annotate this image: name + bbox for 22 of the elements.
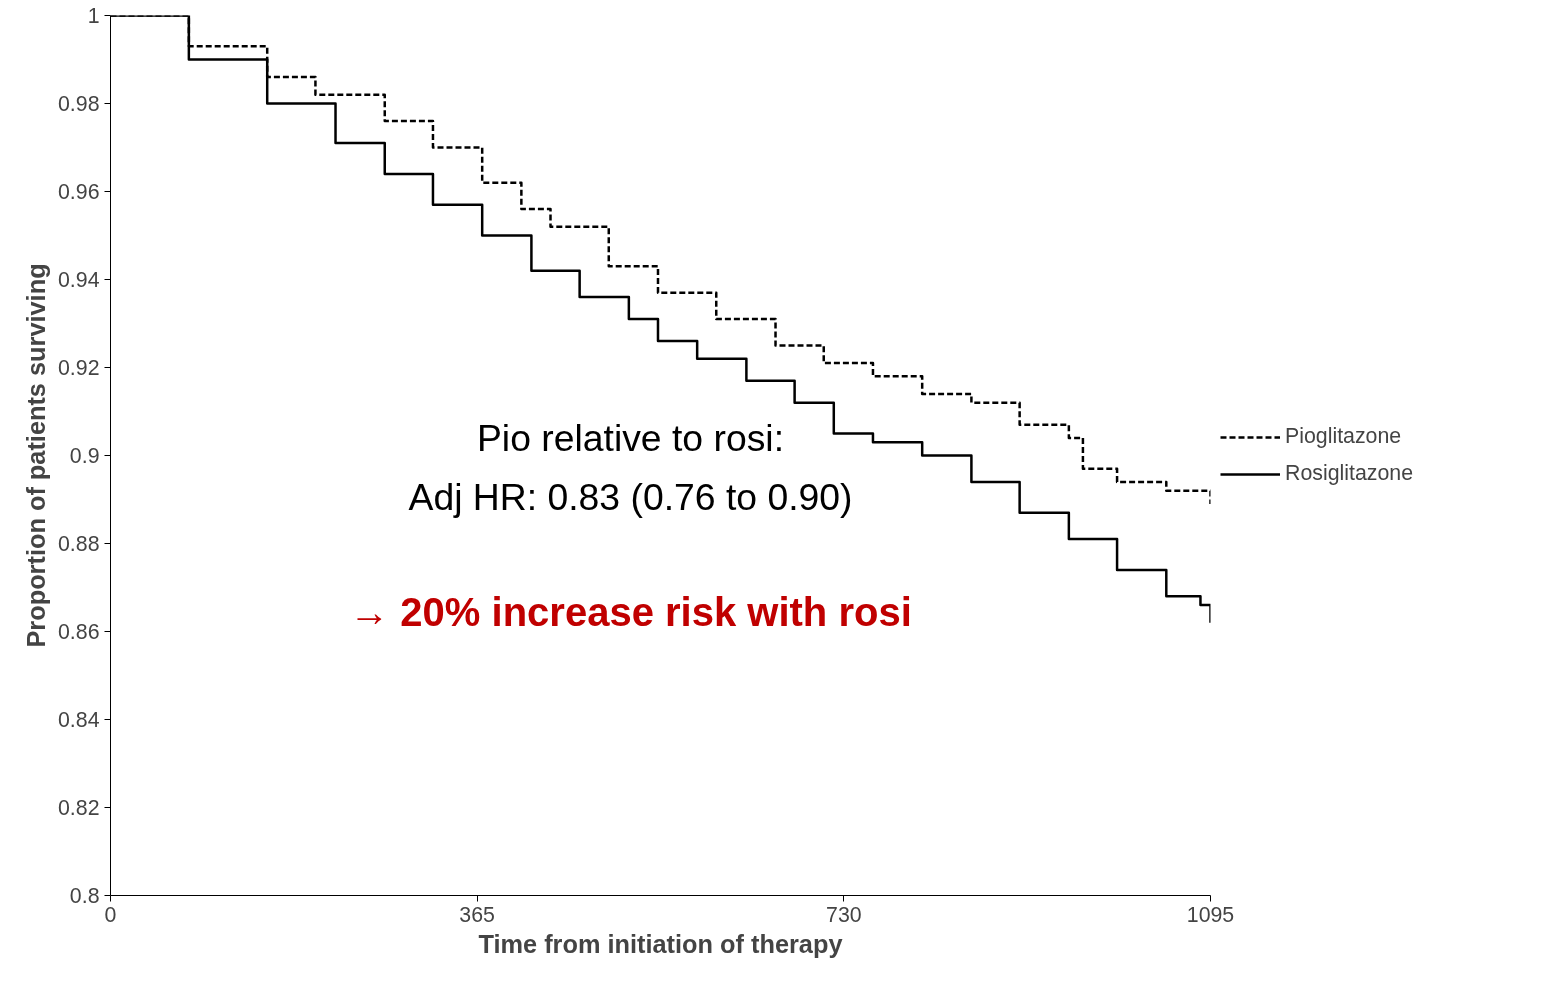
y-tick-label: 0.88 — [57, 532, 100, 556]
x-tick-label: 365 — [459, 902, 495, 927]
x-tick-label: 0 — [104, 902, 117, 927]
y-tick-label: 0.96 — [57, 180, 100, 204]
annotation: Adj HR: 0.83 (0.76 to 0.90) — [408, 475, 853, 518]
y-tick-label: 0.8 — [69, 884, 100, 908]
y-tick-label: 0.9 — [69, 444, 100, 468]
y-tick-label: 0.94 — [57, 268, 100, 292]
y-tick-label: 0.82 — [57, 796, 100, 820]
y-axis-title: Proportion of patients surviving — [21, 263, 50, 648]
x-tick-label: 1095 — [1186, 902, 1235, 927]
legend-label: Rosiglitazone — [1285, 461, 1414, 486]
y-tick-label: 0.86 — [57, 620, 100, 644]
x-axis-title: Time from initiation of therapy — [478, 929, 843, 958]
y-tick-label: 1 — [87, 4, 100, 28]
y-tick-label: 0.92 — [57, 356, 100, 380]
y-tick-label: 0.84 — [57, 708, 100, 732]
legend-label: Pioglitazone — [1285, 424, 1402, 449]
annotation: → 20% increase risk with rosi — [349, 589, 912, 634]
y-tick-label: 0.98 — [57, 92, 100, 116]
annotation: Pio relative to rosi: — [476, 416, 785, 459]
x-tick-label: 730 — [826, 902, 862, 927]
